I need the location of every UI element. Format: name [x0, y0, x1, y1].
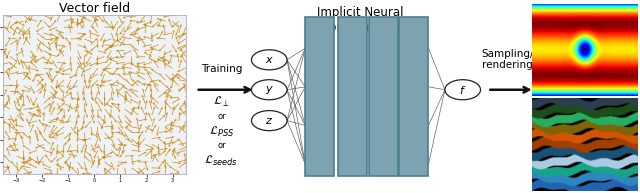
Bar — [338, 17, 367, 176]
Text: $f$: $f$ — [459, 84, 467, 96]
Circle shape — [252, 111, 287, 131]
Circle shape — [252, 80, 287, 100]
Bar — [399, 17, 429, 176]
Text: Implicit Neural
Representation: Implicit Neural Representation — [315, 6, 405, 34]
Bar — [369, 17, 397, 176]
Text: $\mathcal{L}_{\perp}$: $\mathcal{L}_{\perp}$ — [212, 95, 230, 109]
Bar — [305, 17, 334, 176]
Title: Vector field: Vector field — [59, 3, 130, 15]
Text: $z$: $z$ — [265, 116, 273, 126]
Circle shape — [445, 80, 481, 100]
Text: or: or — [217, 112, 226, 121]
Text: $y$: $y$ — [265, 84, 274, 96]
Text: $\mathcal{L}_{PSS}$: $\mathcal{L}_{PSS}$ — [209, 125, 234, 139]
Circle shape — [252, 50, 287, 70]
Text: $\mathcal{L}_{seeds}$: $\mathcal{L}_{seeds}$ — [204, 154, 238, 168]
Text: or: or — [217, 141, 226, 150]
Text: $x$: $x$ — [265, 55, 274, 65]
Text: Training: Training — [201, 64, 242, 74]
Text: Sampling/
rendering: Sampling/ rendering — [481, 49, 534, 70]
